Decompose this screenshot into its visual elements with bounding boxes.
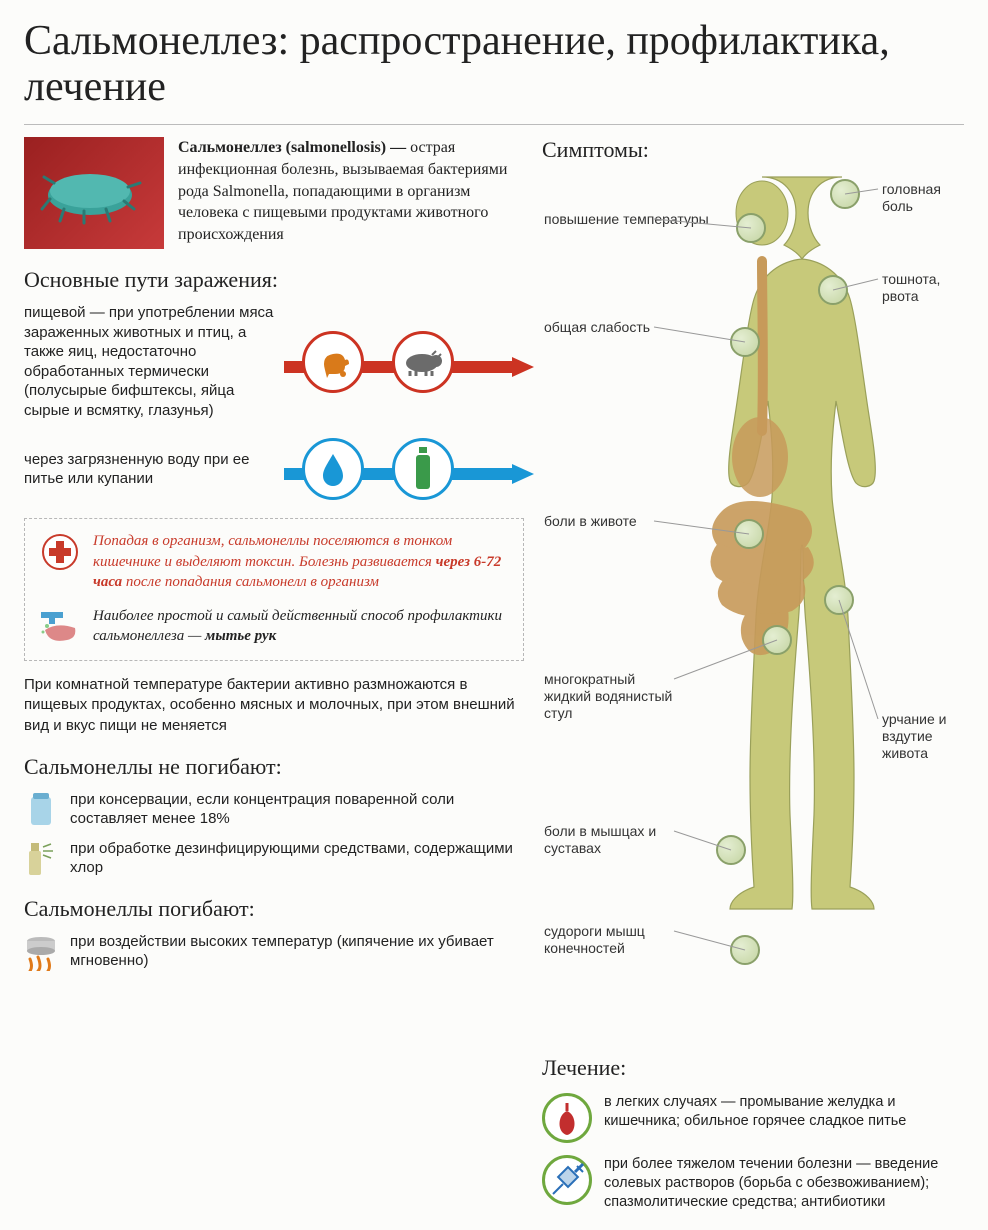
bottle-icon [392, 438, 454, 500]
drop-icon [302, 438, 364, 500]
divider [24, 124, 964, 125]
infobox-red-post: после попадания сальмонелл в организм [122, 574, 379, 590]
symptom-label: головная боль [882, 181, 964, 215]
bacteria-image [24, 137, 164, 249]
pig-icon [392, 331, 454, 393]
boil-icon [24, 932, 58, 970]
route-water-text: через загрязненную воду при ее питье или… [24, 450, 274, 489]
treatment-heading: Лечение: [542, 1055, 964, 1081]
infobox-hands-bold: мытье рук [205, 628, 276, 644]
syringe-icon [542, 1155, 592, 1205]
survive-heading: Сальмонеллы не погибают: [24, 754, 524, 780]
enema-icon [542, 1093, 592, 1143]
infobox-red-pre: Попадая в организм, сальмонеллы поселяют… [93, 533, 452, 569]
symptom-label: судороги мышц конечностей [544, 923, 674, 957]
survive-salt: при консервации, если концентрация повар… [70, 790, 524, 829]
jar-icon [24, 790, 58, 828]
intro-bold: Сальмонеллез (salmonellosis) — [178, 139, 406, 156]
route-water-icons [284, 434, 524, 504]
body-diagram: головная боль повышение температуры тошнот… [542, 171, 964, 1051]
survive-chlor: при обработке дезинфицирующими средствам… [70, 839, 524, 878]
symptom-label: общая слабость [544, 319, 650, 336]
routes-heading: Основные пути заражения: [24, 267, 524, 293]
infobox-red-text: Попадая в организм, сальмонеллы поселяют… [93, 531, 509, 592]
symptoms-heading: Симптомы: [542, 137, 964, 163]
route-food-text: пищевой — при употреблении мяса зараженн… [24, 303, 274, 420]
route-food-icons [284, 327, 524, 397]
info-box: Попадая в организм, сальмонеллы поселяют… [24, 518, 524, 661]
symptom-label: боли в мышцах и суставах [544, 823, 674, 857]
symptom-label: боли в животе [544, 513, 637, 530]
page-title: Сальмонеллез: распространение, профилакт… [24, 18, 964, 110]
symptom-label: повышение температуры [544, 211, 709, 228]
room-temp-para: При комнатной температуре бактерии актив… [24, 675, 524, 736]
spray-icon [24, 839, 58, 877]
symptom-label: многократный жидкий водянистый стул [544, 671, 674, 721]
treatment-mild: в легких случаях — промывание желудка и … [604, 1093, 964, 1131]
handwash-icon [39, 606, 81, 648]
die-heading: Сальмонеллы погибают: [24, 896, 524, 922]
infobox-hands-text: Наиболее простой и самый действенный спо… [93, 606, 509, 647]
intro-text: Сальмонеллез (salmonellosis) — острая ин… [178, 137, 524, 249]
symptom-label: урчание и вздутие живота [882, 711, 972, 761]
die-heat: при воздействии высоких температур (кипя… [70, 932, 524, 971]
chicken-icon [302, 331, 364, 393]
symptom-label: тошнота, рвота [882, 271, 964, 305]
infobox-hands-pre: Наиболее простой и самый действенный спо… [93, 608, 502, 644]
treatment-severe: при более тяжелом течении болезни — введ… [604, 1155, 964, 1212]
medical-cross-icon [39, 531, 81, 573]
